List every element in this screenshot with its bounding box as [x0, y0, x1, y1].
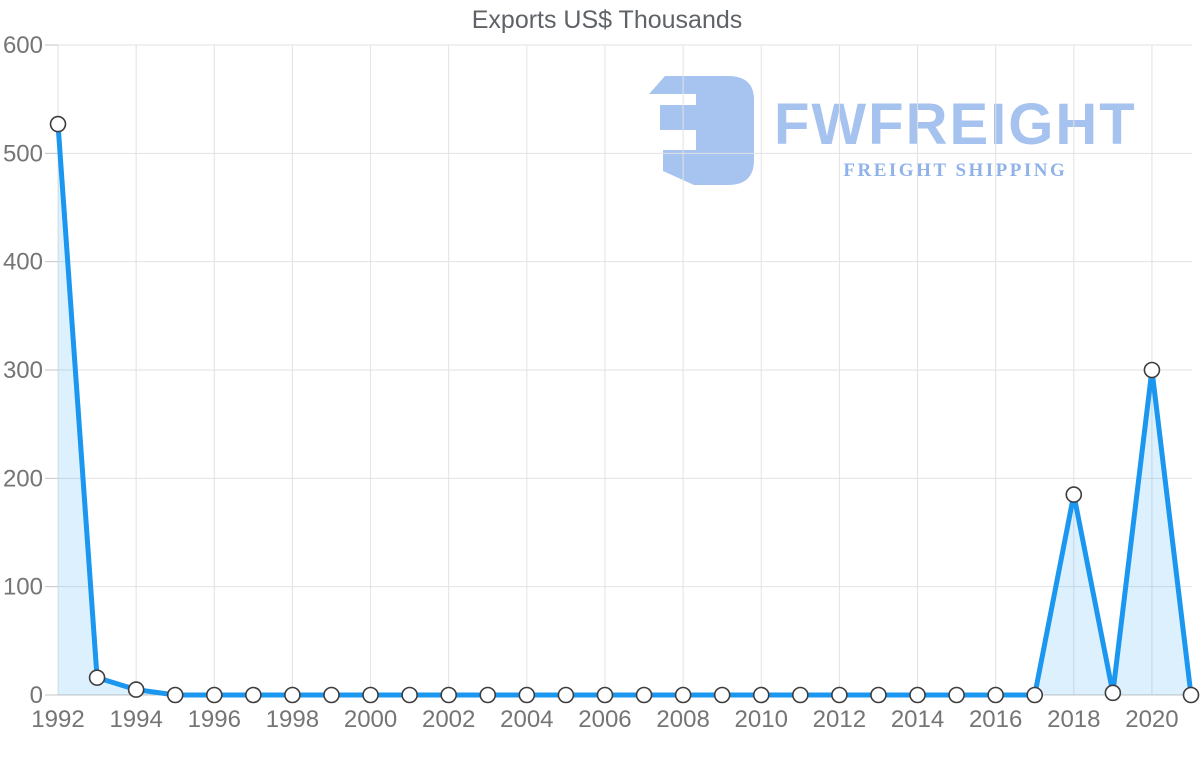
data-point [870, 686, 887, 704]
brand-tagline: FREIGHT SHIPPING [843, 160, 1068, 181]
data-point [1065, 486, 1083, 503]
data-point [518, 686, 536, 704]
area-fill [58, 124, 1191, 696]
data-point [987, 686, 1004, 704]
data-point [596, 686, 614, 704]
y-tick-label: 500 [3, 140, 43, 167]
data-point [479, 686, 497, 704]
data-point [1104, 684, 1122, 702]
data-point [401, 686, 418, 704]
data-point [127, 681, 145, 698]
x-tick-label: 2016 [969, 706, 1022, 733]
y-tick-label: 600 [3, 32, 43, 59]
data-point [49, 115, 67, 133]
x-tick-label: 1998 [266, 706, 319, 733]
y-tick-label: 0 [30, 682, 43, 709]
data-point [557, 686, 575, 704]
x-tick-label: 2010 [735, 706, 788, 733]
data-point [1026, 686, 1044, 704]
x-tick-label: 2020 [1125, 706, 1178, 733]
brand-name: FWFREIGHT [774, 92, 1137, 157]
x-tick-label: 2002 [422, 706, 475, 733]
x-tick-label: 2014 [891, 706, 944, 733]
x-tick-label: 2018 [1047, 706, 1100, 733]
data-point [323, 686, 340, 704]
data-point [245, 686, 262, 704]
data-point [440, 686, 457, 704]
data-point-markers [49, 115, 1200, 704]
data-point [635, 686, 653, 704]
data-point [674, 686, 692, 704]
x-tick-label: 2004 [500, 706, 553, 733]
gridlines [57, 44, 1192, 695]
x-axis-labels: 1992 1994 1996 1998 2000 2002 2004 2006 2008 2010… [31, 706, 1178, 733]
data-point [362, 686, 379, 704]
data-point [792, 686, 809, 704]
y-tick-label: 200 [3, 465, 43, 492]
y-axis-labels: 0 100 200 300 400 500 600 [3, 32, 43, 709]
data-point [831, 686, 848, 704]
x-tick-label: 2008 [656, 706, 709, 733]
data-point [713, 686, 731, 704]
y-tick-label: 400 [3, 249, 43, 276]
data-point [166, 686, 184, 704]
x-tick-label: 2000 [344, 706, 397, 733]
x-tick-label: 1994 [109, 706, 162, 733]
data-point [88, 669, 106, 686]
data-point [909, 686, 926, 704]
data-point [284, 686, 301, 704]
y-tick-label: 300 [3, 357, 43, 384]
x-tick-label: 2012 [813, 706, 866, 733]
data-point [1143, 361, 1161, 379]
y-tick-label: 100 [3, 574, 43, 601]
brand-text-block: FWFREIGHT FREIGHT SHIPPING [774, 68, 1137, 182]
chart-title: Exports US$ Thousands [471, 6, 743, 34]
x-tick-label: 1996 [188, 706, 241, 733]
x-tick-label: 2006 [578, 706, 631, 733]
data-point [948, 686, 965, 704]
x-tick-label: 1992 [31, 706, 84, 733]
data-point [1182, 686, 1200, 704]
series-line [55, 121, 1194, 698]
data-point [205, 686, 223, 704]
data-point [752, 686, 770, 704]
